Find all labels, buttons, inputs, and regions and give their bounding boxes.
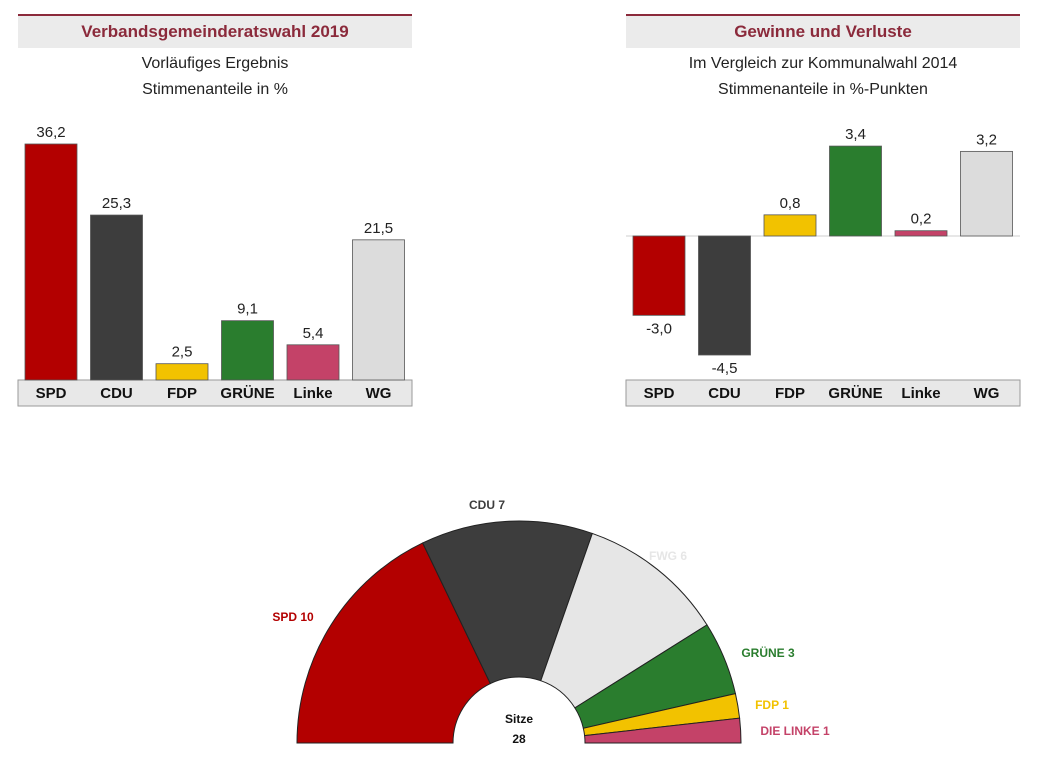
seat-segment-cdu: [422, 520, 593, 685]
results-subtitle-2: Stimmenanteile in %: [142, 81, 288, 98]
changes-category-label-linke: Linke: [901, 385, 940, 402]
results-category-label-fdp: FDP: [167, 385, 197, 402]
results-bar-cdu: [90, 214, 143, 381]
changes-bar-wg: [960, 150, 1013, 237]
results-panel: Verbandsgemeinderatswahl 2019 Vorläufige…: [0, 0, 430, 420]
changes-title: Gewinne und Verluste: [626, 14, 1020, 48]
seats-panel: SPD 10 CDU 7 FWG 6 GRÜNE 3 FDP 1 DIE LINKE 1 S…: [0, 470, 1038, 759]
changes-panel: Gewinne und Verluste Im Vergleich zur Ko…: [608, 0, 1038, 420]
results-data-label-linke: 5,4: [303, 325, 324, 342]
seat-segment-spd: [296, 542, 492, 744]
changes-bar-fdp: [763, 214, 817, 237]
changes-data-label-spd: -3,0: [646, 320, 672, 337]
results-title: Verbandsgemeinderatswahl 2019: [18, 14, 412, 48]
results-bar-spd: [24, 143, 78, 381]
changes-bar-cdu: [698, 235, 751, 356]
changes-data-label-gruene: 3,4: [845, 126, 866, 143]
results-data-label-wg: 21,5: [364, 220, 393, 237]
seats-semicircle-chart: SPD 10 CDU 7 FWG 6 GRÜNE 3 FDP 1 DIE LINKE 1 S…: [272, 498, 830, 746]
results-data-label-spd: 36,2: [36, 124, 65, 141]
seat-segment-fwg: [540, 532, 708, 709]
results-bar-wg: [352, 239, 405, 381]
seats-center-title: Sitze: [505, 712, 533, 726]
results-subtitle-1: Vorläufiges Ergebnis: [141, 55, 289, 72]
results-category-strip: [17, 379, 413, 407]
changes-data-label-fdp: 0,8: [780, 195, 801, 212]
seat-label-die-linke: DIE LINKE 1: [760, 724, 830, 738]
seat-label-gruene: GRÜNE 3: [741, 645, 795, 660]
changes-category-strip: [625, 379, 1021, 407]
results-category-label-cdu: CDU: [100, 385, 133, 402]
changes-category-label-fdp: FDP: [775, 385, 805, 402]
results-data-label-cdu: 25,3: [102, 195, 131, 212]
seat-segment-die-linke: [584, 717, 742, 744]
results-bar-linke: [286, 344, 340, 381]
changes-data-label-cdu: -4,5: [712, 360, 738, 377]
seat-label-fdp: FDP 1: [755, 698, 789, 712]
changes-category-label-cdu: CDU: [708, 385, 741, 402]
seat-label-fwg: FWG 6: [649, 549, 687, 563]
results-category-label-wg: WG: [366, 385, 392, 402]
changes-category-label-spd: SPD: [644, 385, 675, 402]
results-category-label-gruene: GRÜNE: [220, 385, 274, 402]
results-bar-chart: 36,2 SPD 25,3 CDU 2,5 FDP 9,1 GRÜNE 5,4 Linke 21,5…: [17, 124, 413, 407]
seats-total: 28: [512, 732, 526, 746]
seat-label-cdu: CDU 7: [469, 498, 505, 512]
changes-bar-chart: -3,0 SPD -4,5 CDU 0,8 FDP 3,4 GRÜNE 0,2 Linke 3,2 W…: [625, 126, 1021, 407]
seat-label-spd: SPD 10: [272, 610, 314, 624]
changes-bar-gruene: [829, 145, 882, 237]
results-category-label-linke: Linke: [293, 385, 332, 402]
changes-data-label-linke: 0,2: [911, 211, 932, 228]
changes-subtitle-1: Im Vergleich zur Kommunalwahl 2014: [688, 55, 958, 72]
changes-category-label-wg: WG: [974, 385, 1000, 402]
results-data-label-gruene: 9,1: [237, 301, 258, 318]
results-bar-gruene: [221, 320, 274, 381]
changes-data-label-wg: 3,2: [976, 131, 997, 148]
results-category-label-spd: SPD: [36, 385, 67, 402]
changes-bar-linke: [894, 230, 948, 237]
changes-subtitle-2: Stimmenanteile in %-Punkten: [718, 81, 928, 98]
results-bar-fdp: [155, 363, 209, 381]
results-data-label-fdp: 2,5: [172, 344, 193, 361]
changes-category-label-gruene: GRÜNE: [828, 385, 882, 402]
changes-bar-spd: [632, 235, 686, 316]
